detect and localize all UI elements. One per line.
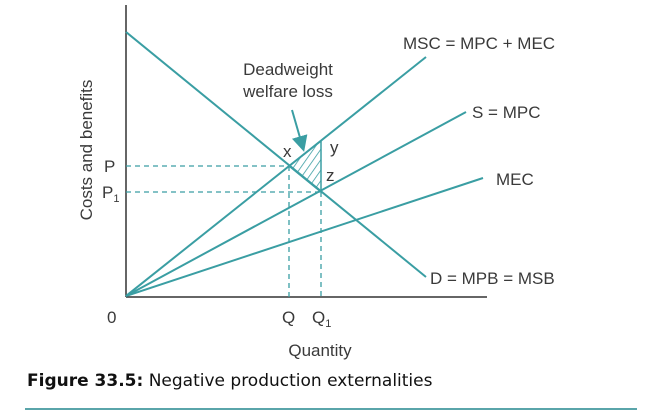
annotation-line1: Deadweight: [243, 60, 333, 79]
annotation-arrow: [291, 109, 308, 152]
figure-number: Figure 33.5:: [27, 371, 144, 391]
deadweight-loss-area: [287, 139, 322, 194]
point-y-label: y: [330, 138, 339, 157]
mec-label: MEC: [496, 170, 534, 189]
price-label-p: P: [104, 157, 115, 176]
point-x-label: x: [283, 142, 292, 161]
y-axis-label: Costs and benefits: [77, 80, 96, 221]
figure-title: Negative production externalities: [148, 371, 433, 391]
figure-caption: Figure 33.5: Negative production externa…: [27, 371, 432, 391]
supply-curve: [125, 111, 467, 297]
point-z-label: z: [326, 166, 335, 185]
msc-curve: [125, 56, 427, 297]
price-label-p1: P1: [102, 183, 119, 205]
mec-curve: [125, 177, 484, 297]
origin-label: 0: [107, 308, 116, 327]
quantity-label-q: Q: [282, 308, 295, 327]
supply-label: S = MPC: [472, 103, 541, 122]
demand-label: D = MPB = MSB: [430, 269, 555, 288]
demand-curve: [125, 31, 427, 278]
x-axis-label: Quantity: [288, 341, 352, 360]
msc-label: MSC = MPC + MEC: [403, 34, 555, 53]
quantity-label-q1: Q1: [312, 308, 331, 330]
caption-rule: [25, 408, 637, 410]
annotation-line2: welfare loss: [242, 82, 333, 101]
